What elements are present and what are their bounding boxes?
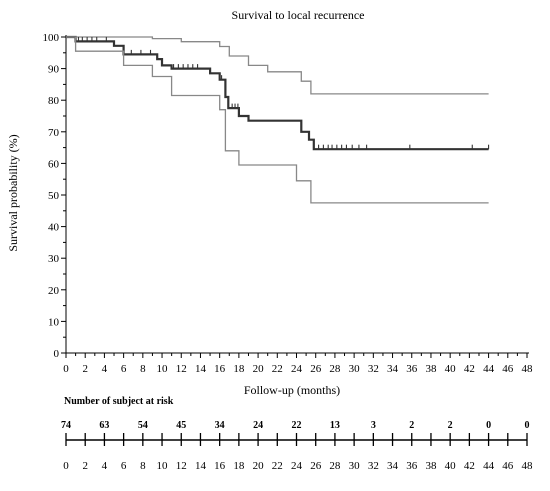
risk-axis-tick-label: 8: [140, 460, 146, 472]
x-tick-label: 20: [253, 363, 265, 375]
x-tick-label: 22: [272, 363, 283, 375]
x-tick-label: 6: [121, 363, 127, 375]
risk-axis-tick-label: 42: [464, 460, 475, 472]
risk-count: 3: [371, 420, 376, 431]
x-tick-label: 8: [140, 363, 146, 375]
x-tick-label: 14: [195, 363, 207, 375]
risk-count: 0: [525, 420, 530, 431]
risk-count: 34: [215, 420, 225, 431]
risk-axis-tick-label: 36: [406, 460, 418, 472]
x-tick-label: 26: [310, 363, 322, 375]
risk-count: 13: [330, 420, 340, 431]
y-tick-label: 100: [43, 32, 60, 44]
risk-table: 0 2 4 6 8 10 12 14 16 18 20 22 24 26 28 30 32 34 36 38 40 42 4…: [61, 420, 533, 472]
risk-count: 54: [138, 420, 148, 431]
x-tick-label: 34: [387, 363, 399, 375]
x-tick-label: 4: [102, 363, 108, 375]
x-tick-label: 46: [502, 363, 514, 375]
y-axis-label: Survival probability (%): [6, 134, 20, 251]
y-tick-label: 80: [48, 95, 60, 107]
x-tick-label: 24: [291, 363, 303, 375]
x-tick-label: 12: [176, 363, 187, 375]
chart-title: Survival to local recurrence: [232, 8, 365, 22]
plot-lines: [66, 35, 489, 204]
risk-count: 0: [486, 420, 491, 431]
y-tick-label: 60: [48, 158, 60, 170]
x-tick-label: 42: [464, 363, 475, 375]
risk-count: 22: [292, 420, 302, 431]
x-tick-label: 38: [425, 363, 437, 375]
risk-axis-tick-label: 26: [310, 460, 322, 472]
risk-axis-tick-label: 18: [233, 460, 245, 472]
x-tick-label: 16: [214, 363, 226, 375]
x-tick-label: 40: [445, 363, 457, 375]
risk-axis-tick-label: 16: [214, 460, 226, 472]
risk-axis-tick-label: 38: [425, 460, 437, 472]
risk-table-title: Number of subject at risk: [64, 396, 174, 407]
survival-line-lower-ci: [66, 36, 489, 204]
risk-axis-tick-label: 4: [102, 460, 108, 472]
y-tick-label: 90: [48, 64, 60, 76]
x-tick-label: 48: [522, 363, 534, 375]
risk-axis-tick-label: 34: [387, 460, 399, 472]
risk-count: 63: [99, 420, 109, 431]
y-tick-label: 50: [48, 190, 60, 202]
risk-axis-tick-label: 44: [483, 460, 495, 472]
x-tick-label: 10: [157, 363, 169, 375]
risk-count: 74: [61, 420, 71, 431]
risk-axis-tick-label: 32: [368, 460, 379, 472]
y-tick-label: 30: [48, 253, 60, 265]
y-tick-label: 70: [48, 127, 60, 139]
censor-marks: [77, 36, 490, 150]
risk-axis-tick-label: 40: [445, 460, 457, 472]
risk-axis-tick-label: 0: [63, 460, 69, 472]
risk-axis-tick-label: 22: [272, 460, 283, 472]
risk-axis-tick-label: 20: [253, 460, 265, 472]
x-tick-label: 28: [329, 363, 341, 375]
x-tick-label: 18: [233, 363, 245, 375]
survival-line-upper-ci: [66, 36, 489, 95]
risk-count: 24: [253, 420, 263, 431]
risk-count: 2: [409, 420, 414, 431]
y-tick-label: 10: [48, 316, 60, 328]
x-axis-label: Follow-up (months): [244, 383, 340, 397]
risk-count: 45: [176, 420, 186, 431]
x-tick-label: 36: [406, 363, 418, 375]
x-tick-label: 2: [82, 363, 88, 375]
risk-axis-tick-label: 2: [82, 460, 88, 472]
risk-axis-tick-label: 24: [291, 460, 303, 472]
risk-axis-tick-label: 48: [522, 460, 534, 472]
survival-line-estimate: [66, 35, 489, 151]
y-tick-label: 40: [48, 222, 60, 234]
y-tick-label: 20: [48, 285, 60, 297]
risk-axis-tick-label: 10: [157, 460, 169, 472]
risk-axis-tick-label: 28: [329, 460, 341, 472]
risk-axis-tick-label: 12: [176, 460, 187, 472]
risk-count: 2: [448, 420, 453, 431]
y-tick-label: 0: [54, 348, 60, 360]
risk-axis-tick-label: 6: [121, 460, 127, 472]
risk-axis-tick-label: 46: [502, 460, 514, 472]
x-tick-label: 0: [63, 363, 69, 375]
risk-axis-tick-label: 14: [195, 460, 207, 472]
x-tick-label: 32: [368, 363, 379, 375]
x-tick-label: 30: [349, 363, 361, 375]
x-tick-label: 44: [483, 363, 495, 375]
risk-axis-tick-label: 30: [349, 460, 361, 472]
